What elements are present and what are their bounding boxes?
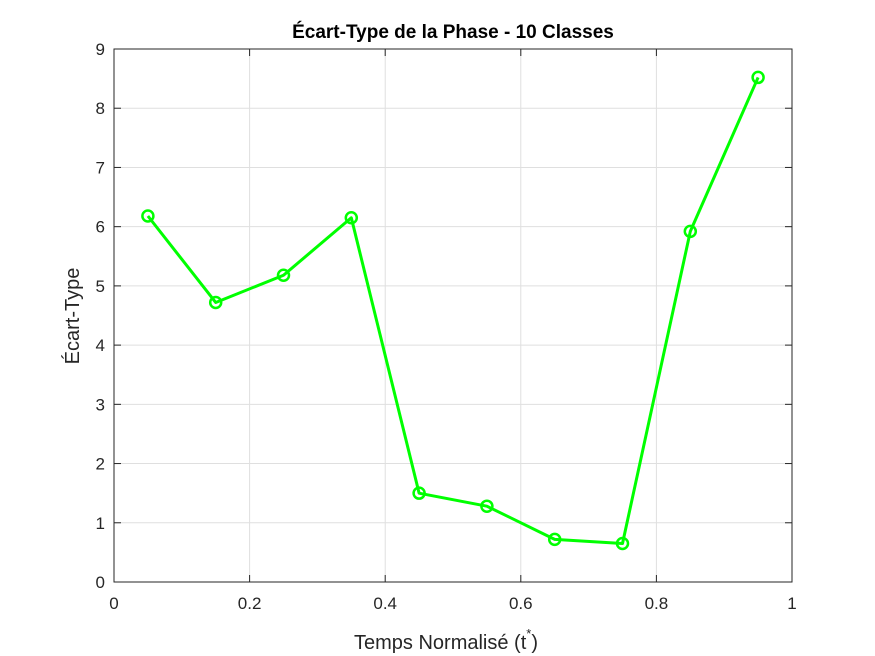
x-axis-label-superscript: * [526, 626, 531, 641]
plot-background [114, 49, 792, 582]
y-tick-label: 1 [96, 514, 105, 533]
plot-frame [113, 48, 793, 583]
data-point-marker [683, 224, 698, 239]
x-tick-label: 0 [109, 594, 118, 613]
x-tick-label: 0.8 [645, 594, 669, 613]
data-point-marker [412, 486, 426, 500]
x-axis-label: Temps Normalisé (t*) [354, 626, 538, 654]
y-tick-label: 5 [96, 277, 105, 296]
series-line [146, 76, 760, 546]
x-tick-label: 1 [787, 594, 796, 613]
data-point-marker [344, 211, 359, 225]
data-point-marker [276, 268, 291, 282]
y-tick-label: 7 [96, 158, 105, 177]
chart-title: Écart-Type de la Phase - 10 Classes [292, 21, 614, 43]
data-point-marker [208, 295, 223, 310]
x-tick-label: 0.2 [238, 594, 262, 613]
x-axis-label-main: Temps Normalisé (t [354, 632, 527, 654]
y-tick-label: 9 [96, 40, 105, 59]
y-tick-label: 3 [96, 395, 105, 414]
data-point-marker [141, 209, 155, 223]
y-tick-label: 0 [96, 573, 105, 592]
y-tick-label: 6 [96, 218, 105, 237]
data-point-marker [480, 499, 494, 513]
data-point-marker [615, 536, 630, 551]
x-axis-label-close: ) [531, 632, 538, 654]
data-point-marker [751, 70, 765, 85]
x-tick-label: 0.6 [509, 594, 533, 613]
y-axis-label: Écart-Type [61, 268, 84, 365]
y-tick-label: 8 [96, 99, 105, 118]
x-tick-label: 0.4 [373, 594, 397, 613]
y-tick-label: 2 [96, 455, 105, 474]
data-point-marker [547, 532, 562, 547]
axis-ticks: 0 0.2 0.4 0.6 0.8 1 0 1 2 3 4 5 6 7 8 9 [96, 40, 797, 613]
data-series [141, 70, 765, 551]
y-tick-label: 4 [96, 336, 105, 355]
